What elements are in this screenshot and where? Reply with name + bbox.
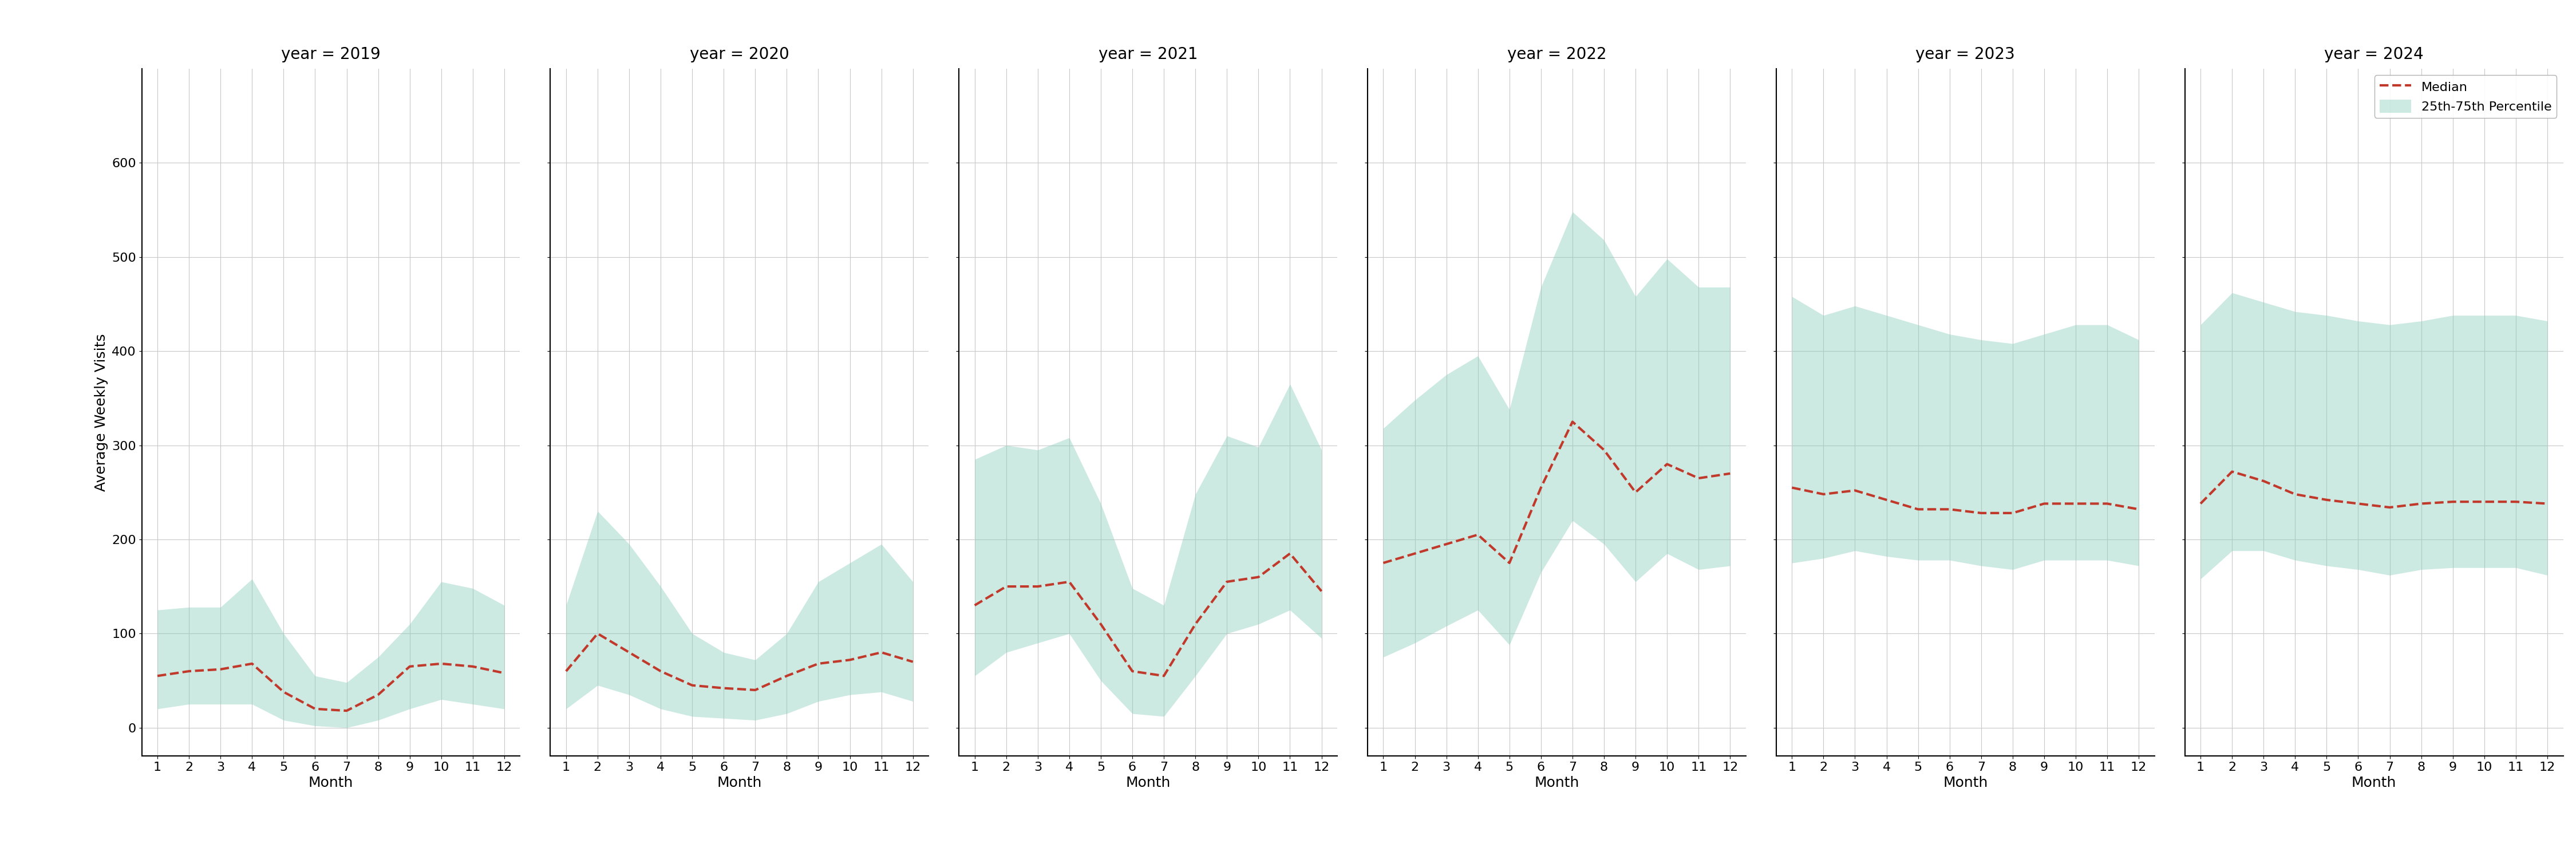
Y-axis label: Average Weekly Visits: Average Weekly Visits [95,333,108,491]
X-axis label: Month: Month [1535,777,1579,790]
Title: year = 2019: year = 2019 [281,46,381,63]
X-axis label: Month: Month [716,777,762,790]
Title: year = 2021: year = 2021 [1097,46,1198,63]
Title: year = 2024: year = 2024 [2324,46,2424,63]
Legend: Median, 25th-75th Percentile: Median, 25th-75th Percentile [2375,75,2558,118]
X-axis label: Month: Month [2352,777,2396,790]
Title: year = 2020: year = 2020 [690,46,788,63]
X-axis label: Month: Month [309,777,353,790]
Title: year = 2022: year = 2022 [1507,46,1607,63]
X-axis label: Month: Month [1942,777,1989,790]
X-axis label: Month: Month [1126,777,1170,790]
Title: year = 2023: year = 2023 [1917,46,2014,63]
